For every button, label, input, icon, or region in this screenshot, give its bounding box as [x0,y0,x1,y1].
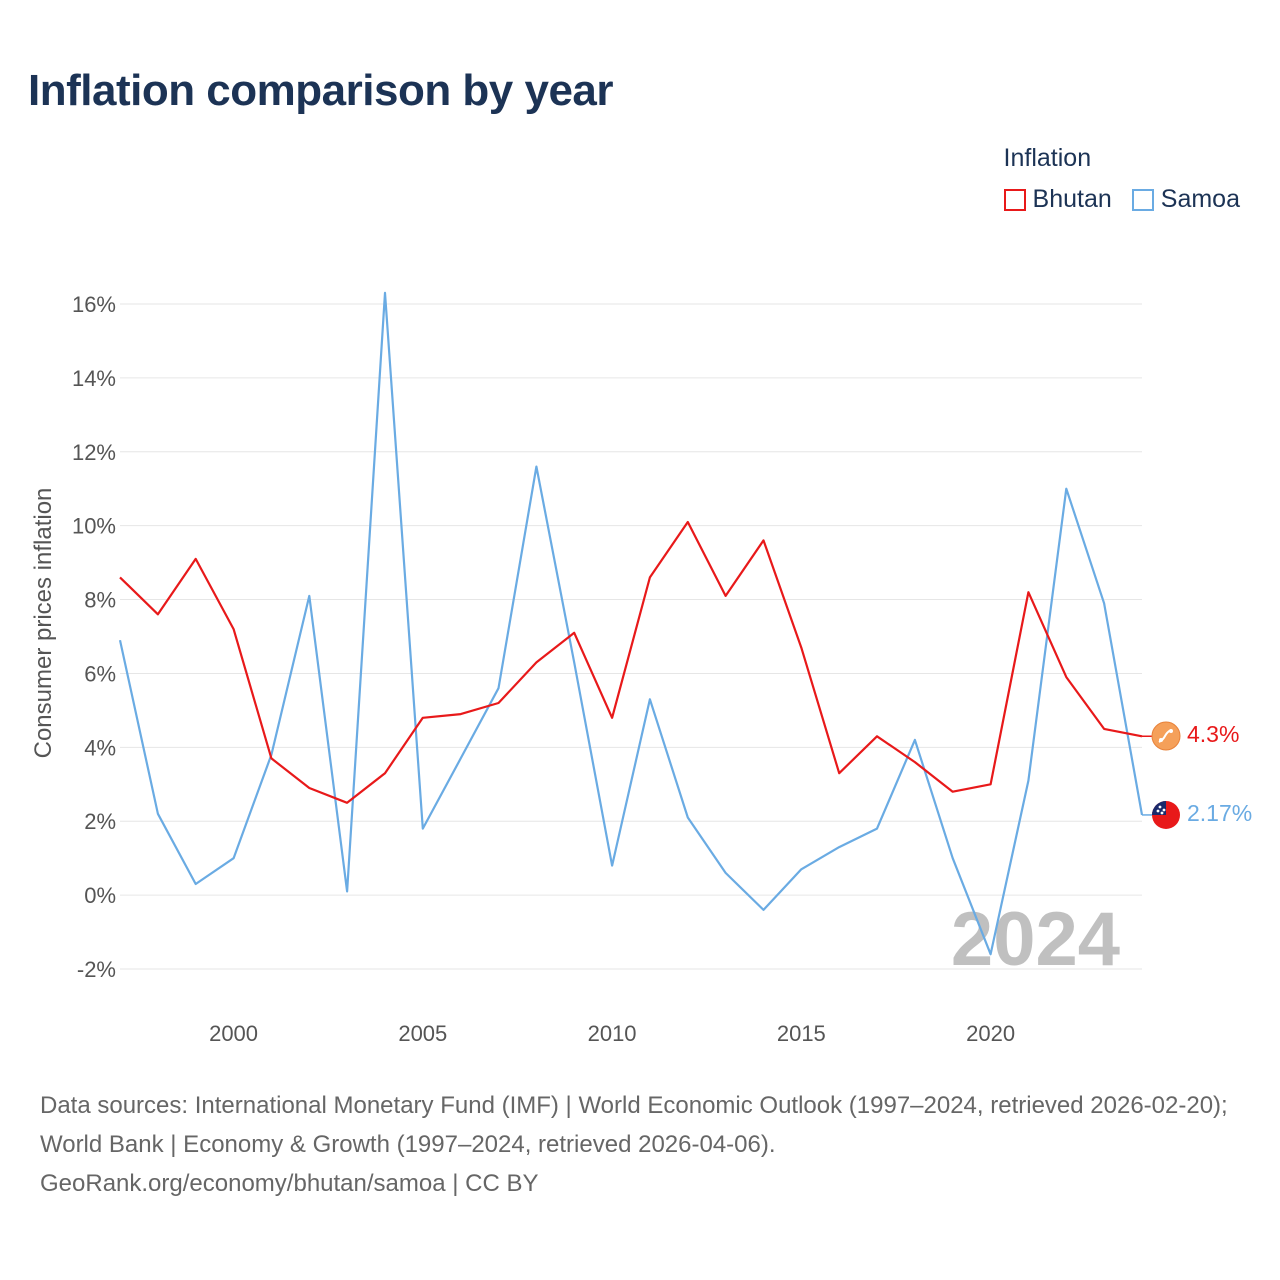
y-tick-label: -2% [77,957,116,982]
series-layer [118,291,1152,956]
legend-label-samoa: Samoa [1160,185,1240,213]
y-tick-label: 14% [72,366,116,391]
y-tick-label: 16% [72,292,116,317]
end-label-bhutan: 4.3% [1187,721,1239,747]
x-tick-label: 2000 [209,1021,258,1046]
line-chart: 2024 -2%0%2%4%6%8%10%12%14%16% 2000 2005 2… [30,291,1252,1046]
legend-title: Inflation [1003,144,1092,172]
x-tick-label: 2015 [777,1021,826,1046]
legend: Inflation Bhutan Samoa [1003,144,1240,214]
footer-sources: Data sources: International Monetary Fun… [40,1086,1250,1203]
chart-title: Inflation comparison by year [28,66,614,115]
legend-swatch-samoa [1131,188,1154,211]
legend-swatch-bhutan [1003,188,1026,211]
series-line-bhutan[interactable] [119,520,1143,804]
footer-attribution[interactable]: GeoRank.org/economy/bhutan/samoa | CC BY [40,1170,539,1197]
y-tick-label: 10% [72,514,116,539]
current-year-watermark: 2024 [951,897,1120,982]
samoa-flag-icon [1152,801,1180,829]
y-tick-label: 8% [84,588,116,613]
x-tick-label: 2005 [398,1021,447,1046]
y-tick-label: 4% [84,735,116,760]
y-tick-label: 6% [84,661,116,686]
legend-item-bhutan[interactable]: Bhutan [1003,185,1112,214]
y-axis-label: Consumer prices inflation [30,488,57,759]
y-tick-label: 0% [84,883,116,908]
legend-label-bhutan: Bhutan [1032,185,1112,213]
y-axis: -2% 0% 2% 4% 6% 8% 10% 12% 14% 16% [72,292,116,982]
x-tick-label: 2010 [588,1021,637,1046]
end-label-samoa: 2.17% [1187,800,1252,826]
footer-sources-text: Data sources: International Monetary Fun… [40,1092,1228,1158]
x-tick-label: 2020 [966,1021,1015,1046]
x-axis: 2000 2005 2010 2015 2020 [209,1021,1015,1046]
bhutan-flag-icon [1151,721,1181,751]
y-tick-label: 2% [84,809,116,834]
y-tick-label: 12% [72,440,116,465]
gridlines [120,303,1142,970]
legend-item-samoa[interactable]: Samoa [1131,185,1240,214]
series-line-samoa[interactable] [118,291,1144,956]
